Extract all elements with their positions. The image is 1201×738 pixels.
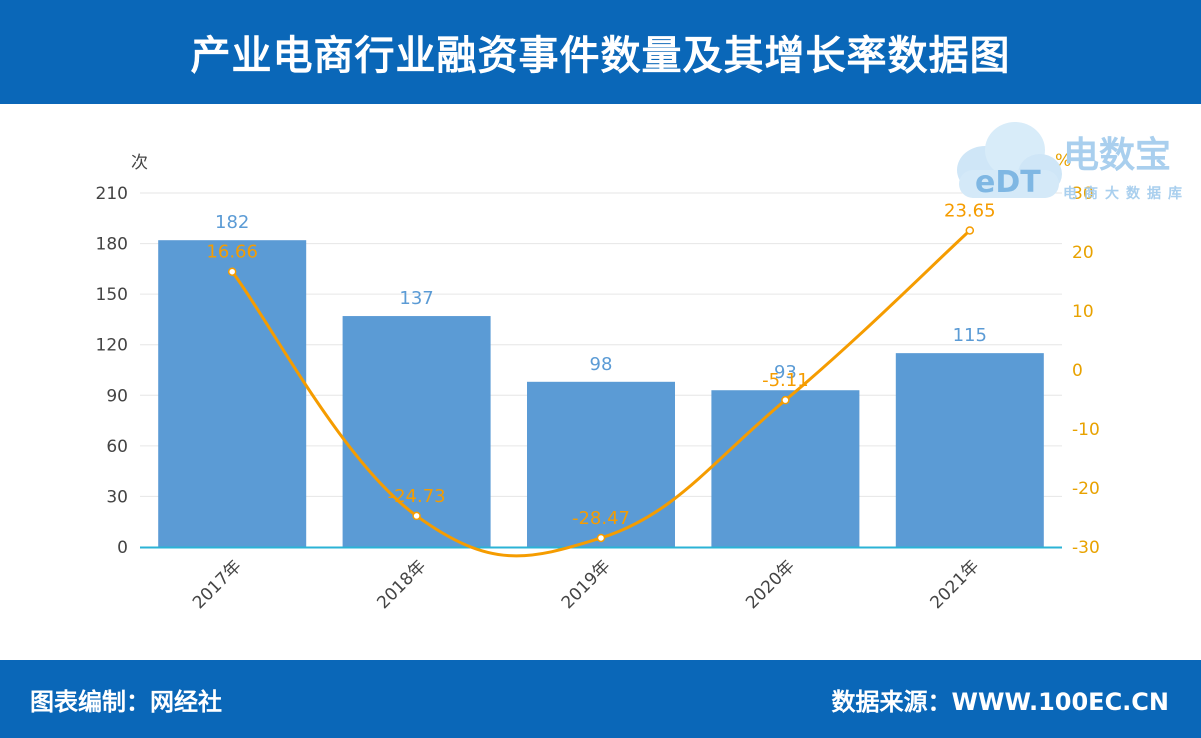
line-value-label: -5.11	[762, 370, 809, 391]
y-right-tick-label: -10	[1072, 420, 1100, 440]
y-left-tick-label: 120	[96, 336, 128, 356]
source-value: WWW.100EC.CN	[951, 688, 1170, 716]
line-point	[227, 267, 237, 276]
logo: eDT 电数宝 电商大数据库	[957, 122, 1189, 202]
logo-tagline: 电商大数据库	[1063, 185, 1189, 202]
chart-title: 产业电商行业融资事件数量及其增长率数据图	[190, 33, 1011, 79]
footer: 图表编制：网经社 数据来源：WWW.100EC.CN	[0, 660, 1201, 738]
y-left-tick-label: 30	[106, 487, 128, 507]
y-left-tick-label: 60	[106, 437, 128, 457]
line-point	[412, 511, 421, 521]
data-source: 数据来源：WWW.100EC.CN	[832, 682, 1170, 717]
cloud-icon	[957, 122, 1062, 198]
bar	[711, 390, 860, 547]
y-left-tick-label: 90	[106, 386, 128, 406]
line-point	[965, 226, 975, 235]
y-right-tick-label: -30	[1072, 538, 1100, 558]
y-left-tick-label: 0	[117, 538, 128, 558]
y-right-tick-label: 20	[1072, 243, 1094, 263]
bar	[158, 240, 307, 547]
y-left-tick-label: 180	[96, 235, 128, 255]
source-label: 数据来源：	[831, 688, 952, 716]
x-tick-label: 2020年	[742, 556, 799, 613]
line-value-label: -28.47	[572, 508, 630, 529]
y-right-tick-label: 0	[1072, 361, 1083, 381]
y-right-tick-label: -20	[1072, 479, 1100, 499]
bar	[342, 316, 491, 547]
compiler-credit: 图表编制：网经社	[30, 682, 222, 717]
bar-value-label: 137	[399, 288, 433, 309]
line-value-label: 16.66	[206, 242, 258, 263]
line-point	[596, 533, 606, 543]
line-value-label: 23.65	[944, 200, 996, 221]
compiler-value: 网经社	[150, 688, 222, 716]
x-tick-label: 2018年	[373, 556, 430, 613]
bar-value-label: 93	[774, 362, 797, 383]
x-tick-label: 2021年	[927, 556, 984, 613]
logo-brand: 电数宝	[1063, 135, 1171, 176]
y-right-tick-label: 10	[1072, 302, 1094, 322]
y-left-tick-label: 150	[96, 285, 128, 305]
bar-value-label: 98	[590, 354, 613, 375]
compiler-label: 图表编制：	[30, 688, 150, 716]
x-tick-label: 2019年	[558, 556, 615, 613]
title-banner: 产业电商行业融资事件数量及其增长率数据图	[0, 0, 1201, 104]
y-right-tick-label: 30	[1072, 184, 1094, 204]
line-point	[781, 395, 790, 405]
bar	[895, 353, 1044, 547]
line-value-label: -24.73	[388, 486, 446, 507]
x-tick-label: 2017年	[189, 556, 246, 613]
y-left-unit: 次	[131, 153, 148, 173]
bar-value-label: 182	[215, 212, 249, 233]
bar-value-label: 115	[953, 325, 987, 346]
y-left-tick-label: 210	[96, 184, 128, 204]
bar	[527, 381, 675, 547]
logo-mark: eDT	[975, 165, 1041, 200]
